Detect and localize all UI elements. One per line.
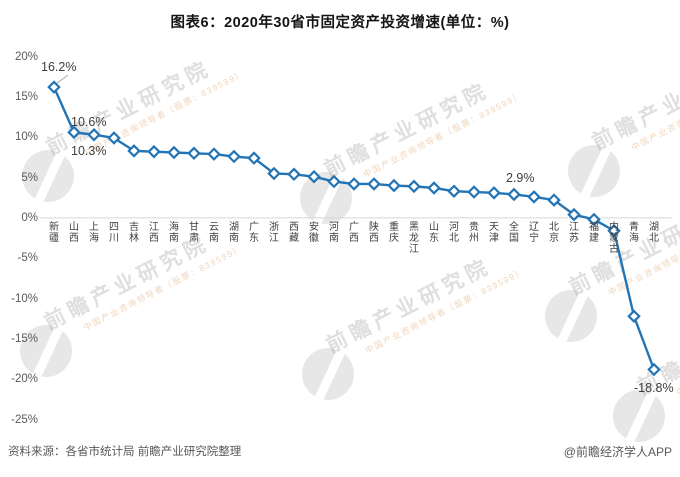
x-axis-category-label: 河 北 — [449, 222, 459, 244]
data-point-marker — [647, 362, 661, 377]
y-axis-tick-label: 0% — [21, 211, 38, 224]
data-point-marker — [387, 178, 401, 193]
x-axis-category-label: 山 东 — [429, 222, 439, 244]
data-point-marker — [527, 190, 541, 204]
data-point-marker — [587, 212, 601, 227]
annotation-leader-line — [56, 74, 69, 84]
x-axis-category-label: 全 国 — [509, 222, 519, 244]
data-point-marker — [467, 185, 481, 199]
credit-note: @前瞻经济学人APP — [563, 445, 672, 459]
y-axis-tick-label: 10% — [14, 131, 38, 144]
x-axis-category-label: 山 西 — [69, 222, 79, 244]
y-axis-tick-label: -15% — [11, 332, 38, 345]
x-axis-category-label: 重 庆 — [389, 222, 399, 244]
data-point-marker — [487, 186, 501, 200]
data-point-marker — [127, 144, 141, 158]
data-point-marker — [147, 144, 161, 159]
data-point-marker — [267, 166, 281, 181]
y-axis-tick-label: 5% — [21, 171, 38, 184]
x-axis-category-label: 云 南 — [209, 222, 219, 244]
data-point-marker — [187, 146, 201, 161]
data-point-marker — [47, 80, 61, 94]
x-axis-category-label: 四 川 — [109, 222, 119, 244]
x-axis-category-label: 甘 肃 — [189, 222, 199, 244]
x-axis-category-label: 湖 南 — [229, 222, 239, 244]
data-point-marker — [367, 177, 381, 191]
x-axis-category-label: 福 建 — [589, 222, 599, 244]
data-point-marker — [547, 193, 561, 207]
data-point-marker — [627, 309, 641, 324]
data-point-marker — [227, 149, 241, 164]
data-label: -18.8% — [634, 381, 674, 396]
data-point-marker — [167, 145, 181, 160]
x-axis-category-label: 天 津 — [489, 222, 499, 244]
x-axis-category-label: 新 疆 — [49, 222, 59, 244]
x-axis-category-label: 吉 林 — [129, 222, 139, 244]
y-axis-tick-label: 20% — [14, 50, 38, 63]
y-axis-tick-label: -20% — [11, 373, 38, 386]
data-point-marker — [607, 223, 621, 238]
data-point-marker — [507, 187, 521, 202]
x-axis-category-label: 湖 北 — [649, 222, 659, 244]
source-note: 资料来源：各省市统计局 前瞻产业研究院整理 — [8, 446, 242, 458]
x-axis-category-label: 内 蒙 古 — [609, 222, 619, 255]
x-axis-category-label: 浙 江 — [269, 222, 279, 244]
data-point-marker — [447, 184, 461, 198]
data-point-marker — [287, 167, 301, 182]
data-point-marker — [347, 177, 361, 191]
x-axis-category-label: 西 藏 — [289, 222, 299, 244]
x-axis-category-label: 江 苏 — [569, 222, 579, 244]
y-axis-tick-label: -10% — [11, 292, 38, 305]
x-axis-category-label: 黑 龙 江 — [409, 222, 419, 255]
data-point-marker — [67, 125, 81, 140]
x-axis-category-label: 青 海 — [629, 222, 639, 244]
data-point-marker — [327, 174, 341, 189]
x-axis-category-label: 北 京 — [549, 222, 559, 244]
x-axis-category-label: 海 南 — [169, 222, 179, 244]
data-label: 16.2% — [41, 60, 77, 75]
x-axis-category-label: 江 西 — [149, 222, 159, 244]
x-axis-category-label: 陕 西 — [369, 222, 379, 244]
data-point-marker — [567, 207, 581, 222]
data-point-marker — [87, 127, 101, 142]
data-label: 10.6% — [71, 115, 107, 130]
chart-title: 图表6：2020年30省市固定资产投资增速(单位：%) — [170, 15, 510, 31]
x-axis-category-label: 上 海 — [89, 222, 99, 244]
data-point-marker — [307, 169, 321, 184]
data-label: 10.3% — [71, 143, 107, 158]
y-axis-tick-label: -5% — [17, 252, 38, 265]
x-axis-category-label: 广 东 — [249, 222, 259, 244]
data-label: 2.9% — [506, 171, 535, 186]
y-axis-tick-label: 15% — [14, 90, 38, 103]
y-axis-tick-label: -25% — [11, 413, 38, 426]
data-point-marker — [407, 179, 421, 194]
x-axis-category-label: 贵 州 — [469, 222, 479, 244]
x-axis-category-label: 辽 宁 — [529, 222, 539, 244]
data-point-marker — [107, 131, 121, 145]
x-axis-category-label: 安 徽 — [309, 222, 319, 244]
data-point-marker — [207, 147, 221, 161]
data-point-marker — [427, 181, 441, 195]
x-axis-category-label: 广 西 — [349, 222, 359, 244]
data-point-marker — [247, 151, 261, 165]
x-axis-category-label: 河 南 — [329, 222, 339, 244]
